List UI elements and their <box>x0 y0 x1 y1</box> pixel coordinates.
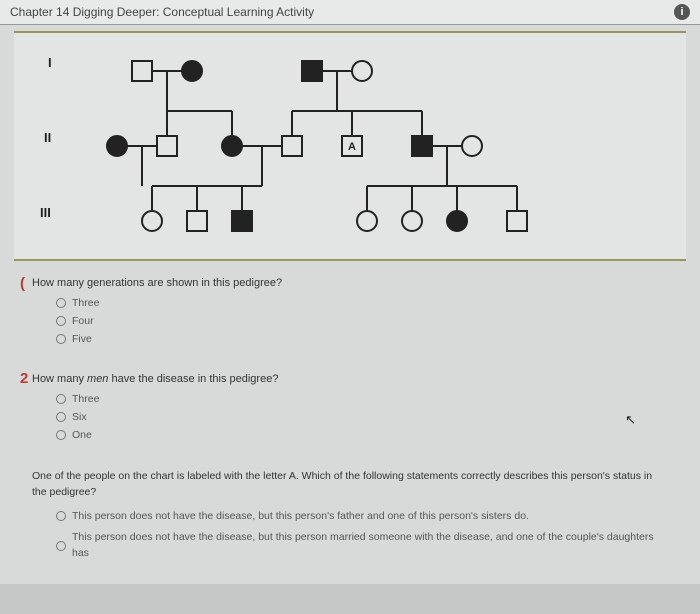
radio-icon <box>56 334 66 344</box>
q1-option-0[interactable]: Three <box>56 297 668 309</box>
page-header: Chapter 14 Digging Deeper: Conceptual Le… <box>0 0 700 25</box>
radio-icon <box>56 430 66 440</box>
svg-text:A: A <box>348 141 356 153</box>
content-area: I II III A ( How many generations are sh… <box>0 25 700 584</box>
q2-option-1[interactable]: Six <box>56 411 668 423</box>
gen-label-1: I <box>48 55 52 70</box>
radio-icon <box>56 511 66 521</box>
q2-option-2[interactable]: One <box>56 429 668 441</box>
gen-label-3: III <box>40 205 51 220</box>
page-title: Chapter 14 Digging Deeper: Conceptual Le… <box>10 5 314 19</box>
q3-option-1[interactable]: This person does not have the disease, b… <box>56 530 668 562</box>
q2-option-0[interactable]: Three <box>56 393 668 405</box>
radio-icon <box>56 541 66 551</box>
gen-label-2: II <box>44 130 51 145</box>
accent-mark-1: ( <box>20 275 25 292</box>
q1-text: How many generations are shown in this p… <box>32 277 668 289</box>
cursor-icon: ↖ <box>625 412 636 428</box>
q3-option-0[interactable]: This person does not have the disease, b… <box>56 509 668 525</box>
radio-icon <box>56 394 66 404</box>
q2-text: How many men have the disease in this pe… <box>32 373 668 385</box>
radio-icon <box>56 298 66 308</box>
q3-text: One of the people on the chart is labele… <box>32 469 668 501</box>
question-3: One of the people on the chart is labele… <box>14 453 686 574</box>
pedigree-chart: I II III A <box>14 31 686 261</box>
info-icon[interactable]: i <box>674 4 690 20</box>
question-2: 2 How many men have the disease in this … <box>14 357 686 453</box>
radio-icon <box>56 412 66 422</box>
question-1: ( How many generations are shown in this… <box>14 261 686 357</box>
accent-mark-2: 2 <box>20 370 28 387</box>
radio-icon <box>56 316 66 326</box>
q1-option-2[interactable]: Five <box>56 333 668 345</box>
q1-option-1[interactable]: Four <box>56 315 668 327</box>
pedigree-svg: A <box>22 41 622 251</box>
